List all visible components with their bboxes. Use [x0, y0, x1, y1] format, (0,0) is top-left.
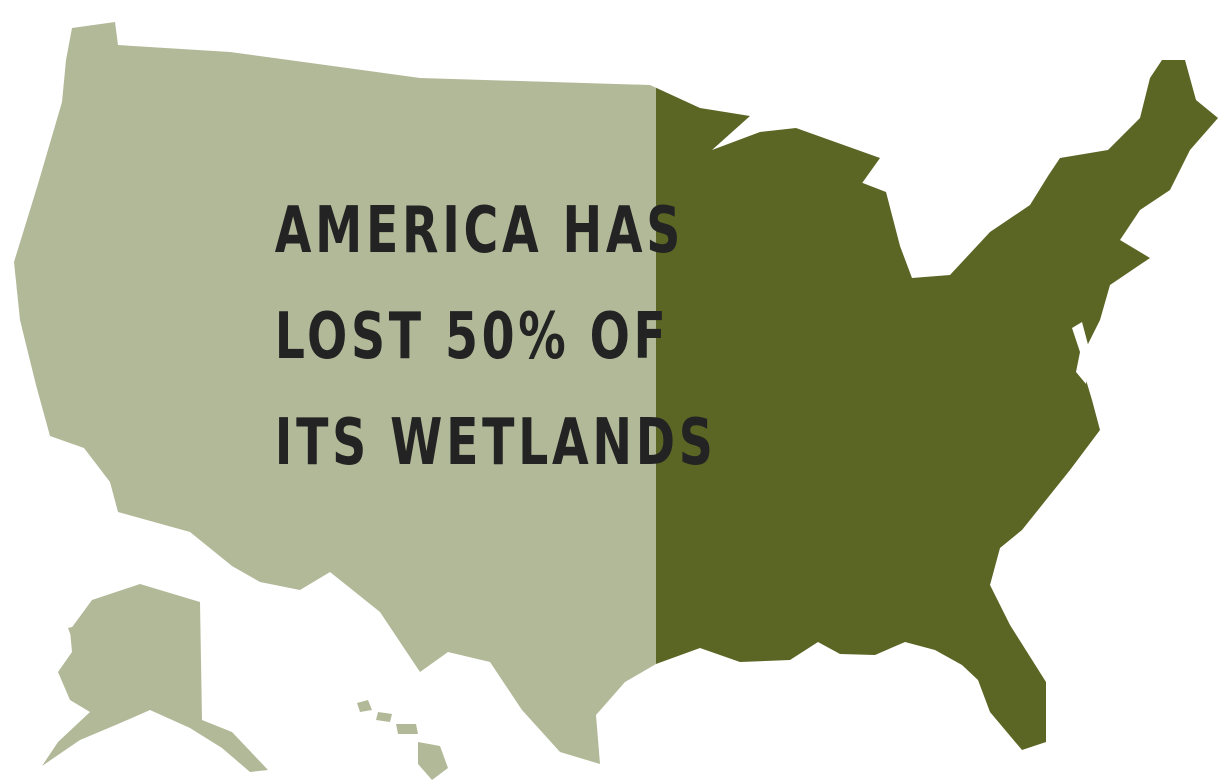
headline-line-3: ITS WETLANDS — [274, 406, 717, 480]
hawaii-map — [357, 700, 448, 780]
alaska-shape — [42, 584, 268, 772]
hawaii-island-maui — [396, 724, 418, 734]
hawaii-island-kauai — [357, 700, 372, 712]
contiguous-us-map — [14, 22, 1218, 764]
alaska-map — [42, 584, 268, 772]
chesapeake-bay — [1072, 322, 1090, 384]
hawaii-island-oahu — [376, 712, 392, 722]
lost-wetlands-region — [14, 22, 656, 764]
alaska-island — [68, 624, 88, 644]
headline-line-1: AMERICA HAS — [274, 194, 685, 268]
remaining-wetlands-region — [656, 60, 1218, 750]
headline-line-2: LOST 50% OF — [274, 300, 670, 374]
headline: AMERICA HAS LOST 50% OF ITS WETLANDS — [274, 178, 717, 496]
hawaii-island-big — [418, 742, 448, 780]
